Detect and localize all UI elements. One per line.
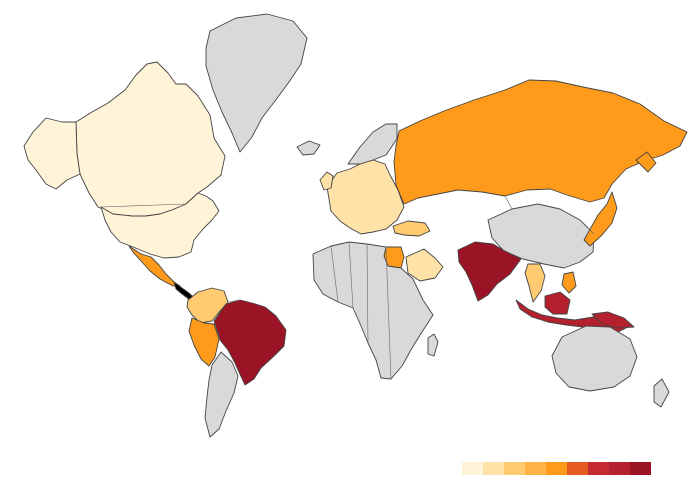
colombia[interactable] (186, 287, 229, 324)
alaska[interactable] (23, 117, 81, 190)
africa[interactable] (312, 241, 434, 380)
philippines[interactable] (561, 271, 577, 294)
africa-borders (330, 241, 392, 380)
iceland (296, 140, 321, 156)
asia-borders (504, 195, 595, 292)
madagascar (427, 333, 439, 357)
united-states[interactable] (100, 192, 220, 259)
legend-swatch (609, 462, 630, 475)
turkey[interactable] (392, 220, 431, 237)
thailand[interactable] (524, 263, 546, 303)
legend-swatch (588, 462, 609, 475)
scandinavia (347, 123, 398, 165)
indonesia-papua (591, 311, 635, 329)
legend-swatch (546, 462, 567, 475)
saudi-arabia[interactable] (405, 248, 444, 282)
indonesia-borneo (544, 291, 571, 315)
peru[interactable] (188, 317, 220, 367)
color-legend (462, 462, 651, 475)
south-america-borders (213, 299, 241, 341)
argentina[interactable] (204, 351, 239, 438)
new-zealand (653, 378, 670, 408)
europe[interactable] (326, 159, 405, 235)
brazil[interactable] (213, 299, 287, 386)
australia[interactable] (551, 325, 638, 392)
russia-kamchatka (635, 151, 657, 173)
usa-canada-border (100, 203, 187, 208)
indonesia[interactable] (515, 299, 631, 333)
legend-swatch (567, 462, 588, 475)
legend-swatch (483, 462, 504, 475)
legend-swatch (525, 462, 546, 475)
legend-swatch (504, 462, 525, 475)
uk (319, 171, 334, 191)
legend-swatch (630, 462, 651, 475)
legend-swatch (462, 462, 483, 475)
india[interactable] (457, 241, 522, 302)
russia[interactable] (393, 79, 688, 205)
greenland[interactable] (205, 13, 308, 153)
